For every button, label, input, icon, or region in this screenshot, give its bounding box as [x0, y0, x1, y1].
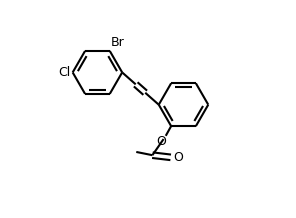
Text: Br: Br [111, 36, 125, 49]
Text: O: O [157, 135, 166, 148]
Text: O: O [173, 151, 183, 164]
Text: Cl: Cl [59, 66, 71, 79]
